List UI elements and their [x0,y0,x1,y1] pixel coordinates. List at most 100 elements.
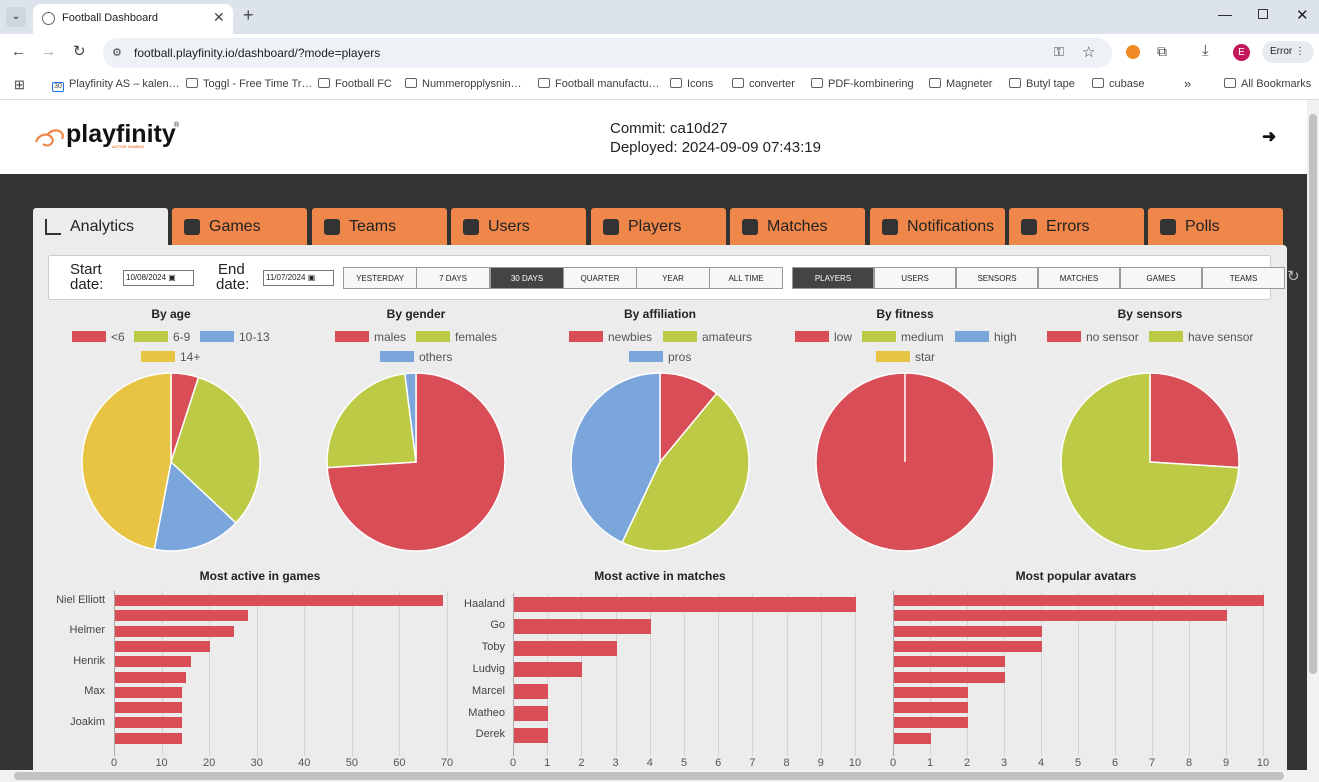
legend-item-14[interactable]: 14+ [141,350,200,364]
bar[interactable] [894,702,968,714]
pie-slice-amateurs[interactable] [621,392,750,552]
reload-icon[interactable]: ↻ [73,43,86,60]
minimize-icon[interactable]: — [1218,6,1232,22]
legend-item-females[interactable]: females [416,330,497,344]
mode-sensors-button[interactable]: SENSORS [956,267,1038,289]
legend-item-high[interactable]: high [955,330,1017,344]
range-all-time-button[interactable]: ALL TIME [709,267,783,289]
forward-icon[interactable]: → [41,43,56,60]
legend-item-6[interactable]: <6 [72,330,125,344]
mode-matches-button[interactable]: MATCHES [1038,267,1120,289]
bar[interactable] [894,671,1005,683]
bar[interactable] [115,625,234,637]
bar[interactable] [894,595,1264,606]
vertical-scroll-thumb[interactable] [1309,114,1317,674]
legend-item-6-9[interactable]: 6-9 [134,330,190,344]
pie-slice-10-13[interactable] [153,460,237,552]
range-quarter-button[interactable]: QUARTER [563,267,637,289]
bar[interactable] [115,656,192,668]
bookmark-converter[interactable]: converter [732,78,795,90]
mode-games-button[interactable]: GAMES [1120,267,1202,289]
tab-errors[interactable]: Errors [1009,208,1144,246]
close-window-icon[interactable]: ✕ [1296,7,1309,24]
legend-item-10-13[interactable]: 10-13 [200,330,270,344]
back-icon[interactable]: ← [11,43,26,60]
bookmark-toggl-free-time-tr[interactable]: Toggl - Free Time Tr… [186,78,312,90]
tab-matches[interactable]: Matches [730,208,865,246]
bar[interactable] [115,717,182,729]
bar[interactable] [514,706,549,721]
bar[interactable] [894,610,1227,622]
pie-slice-14[interactable] [81,372,172,551]
pie-slice-low[interactable] [815,372,995,552]
bar[interactable] [514,727,549,743]
pie-slice-others[interactable] [404,372,417,463]
bar[interactable] [514,662,583,678]
tab-polls[interactable]: Polls [1148,208,1283,246]
legend-item-star[interactable]: star [876,350,935,364]
apps-icon[interactable]: ⊞ [14,77,25,92]
tab-teams[interactable]: Teams [312,208,447,246]
extensions-icon[interactable]: ⧉ [1157,43,1167,59]
bookmark-magneter[interactable]: Magneter [929,78,992,90]
key-icon[interactable]: ⚿ [1054,44,1064,59]
bar[interactable] [115,610,249,622]
pie-slice-6-9[interactable] [170,376,261,524]
tab-search-button[interactable]: ⌄ [6,7,26,27]
bookmark-playfinity-as-kalen[interactable]: 30 Playfinity AS – kalen… [52,78,180,92]
tab-games[interactable]: Games [172,208,307,246]
bar[interactable] [115,732,182,744]
calendar-icon[interactable]: ▣ [307,273,316,282]
logout-icon[interactable]: ➜ [1262,127,1277,146]
calendar-icon[interactable]: ▣ [168,273,176,282]
pie-slice-pros[interactable] [570,372,661,544]
legend-item-no-sensor[interactable]: no sensor [1047,330,1139,344]
new-tab-icon[interactable]: + [243,5,254,25]
legend-item-newbies[interactable]: newbies [569,330,652,344]
bookmark-butyl-tape[interactable]: Butyl tape [1009,78,1075,90]
range-7-days-button[interactable]: 7 DAYS [416,267,490,289]
bookmark-football-manufactu[interactable]: Football manufactu… [538,78,660,90]
legend-item-have-sensor[interactable]: have sensor [1149,330,1253,344]
close-tab-icon[interactable]: ✕ [213,9,225,25]
bar[interactable] [894,625,1042,637]
range-yesterday-button[interactable]: YESTERDAY [343,267,417,289]
bar[interactable] [894,717,968,729]
legend-item-others[interactable]: others [380,350,452,364]
bar[interactable] [894,686,968,698]
more-bookmarks-icon[interactable]: » [1184,76,1192,91]
tab-notifications[interactable]: Notifications [870,208,1005,246]
bar[interactable] [514,640,617,656]
bar[interactable] [894,656,1005,668]
range-30-days-button[interactable]: 30 DAYS [490,267,564,289]
bookmark-cubase[interactable]: cubase [1092,78,1144,90]
bookmark-pdf-kombinering[interactable]: PDF-kombinering [811,78,914,90]
pie-slice-have-sensor[interactable] [1060,372,1240,552]
browser-tab[interactable]: Football Dashboard ✕ [33,4,233,34]
address-bar[interactable]: ⚙ football.playfinity.io/dashboard/?mode… [103,38,1112,68]
range-year-button[interactable]: YEAR [636,267,710,289]
tab-analytics[interactable]: Analytics [33,208,168,246]
legend-item-medium[interactable]: medium [862,330,944,344]
extension-orange-icon[interactable] [1126,45,1140,59]
legend-item-males[interactable]: males [335,330,406,344]
end-date-input[interactable]: 11/07/2024 ▣ [263,270,334,286]
refresh-icon[interactable]: ↻ [1287,268,1300,285]
download-icon[interactable]: ⤓ [1202,42,1209,59]
bar[interactable] [514,618,651,634]
start-date-input[interactable]: 10/08/2024 ▣ [123,270,194,286]
bar[interactable] [115,702,182,714]
all-bookmarks[interactable]: All Bookmarks [1224,78,1311,90]
profile-avatar[interactable]: E [1233,44,1250,61]
bookmark-icons[interactable]: Icons [670,78,713,90]
bookmark-football-fc[interactable]: Football FC [318,78,392,90]
mode-teams-button[interactable]: TEAMS [1202,267,1285,289]
tab-players[interactable]: Players [591,208,726,246]
bar[interactable] [115,686,182,698]
bar[interactable] [115,640,211,652]
pie-slice-females[interactable] [326,372,417,469]
bookmark-nummeropplysnin[interactable]: Nummeropplysnin… [405,78,522,90]
bar[interactable] [894,640,1042,652]
legend-item-pros[interactable]: pros [629,350,691,364]
tab-users[interactable]: Users [451,208,586,246]
